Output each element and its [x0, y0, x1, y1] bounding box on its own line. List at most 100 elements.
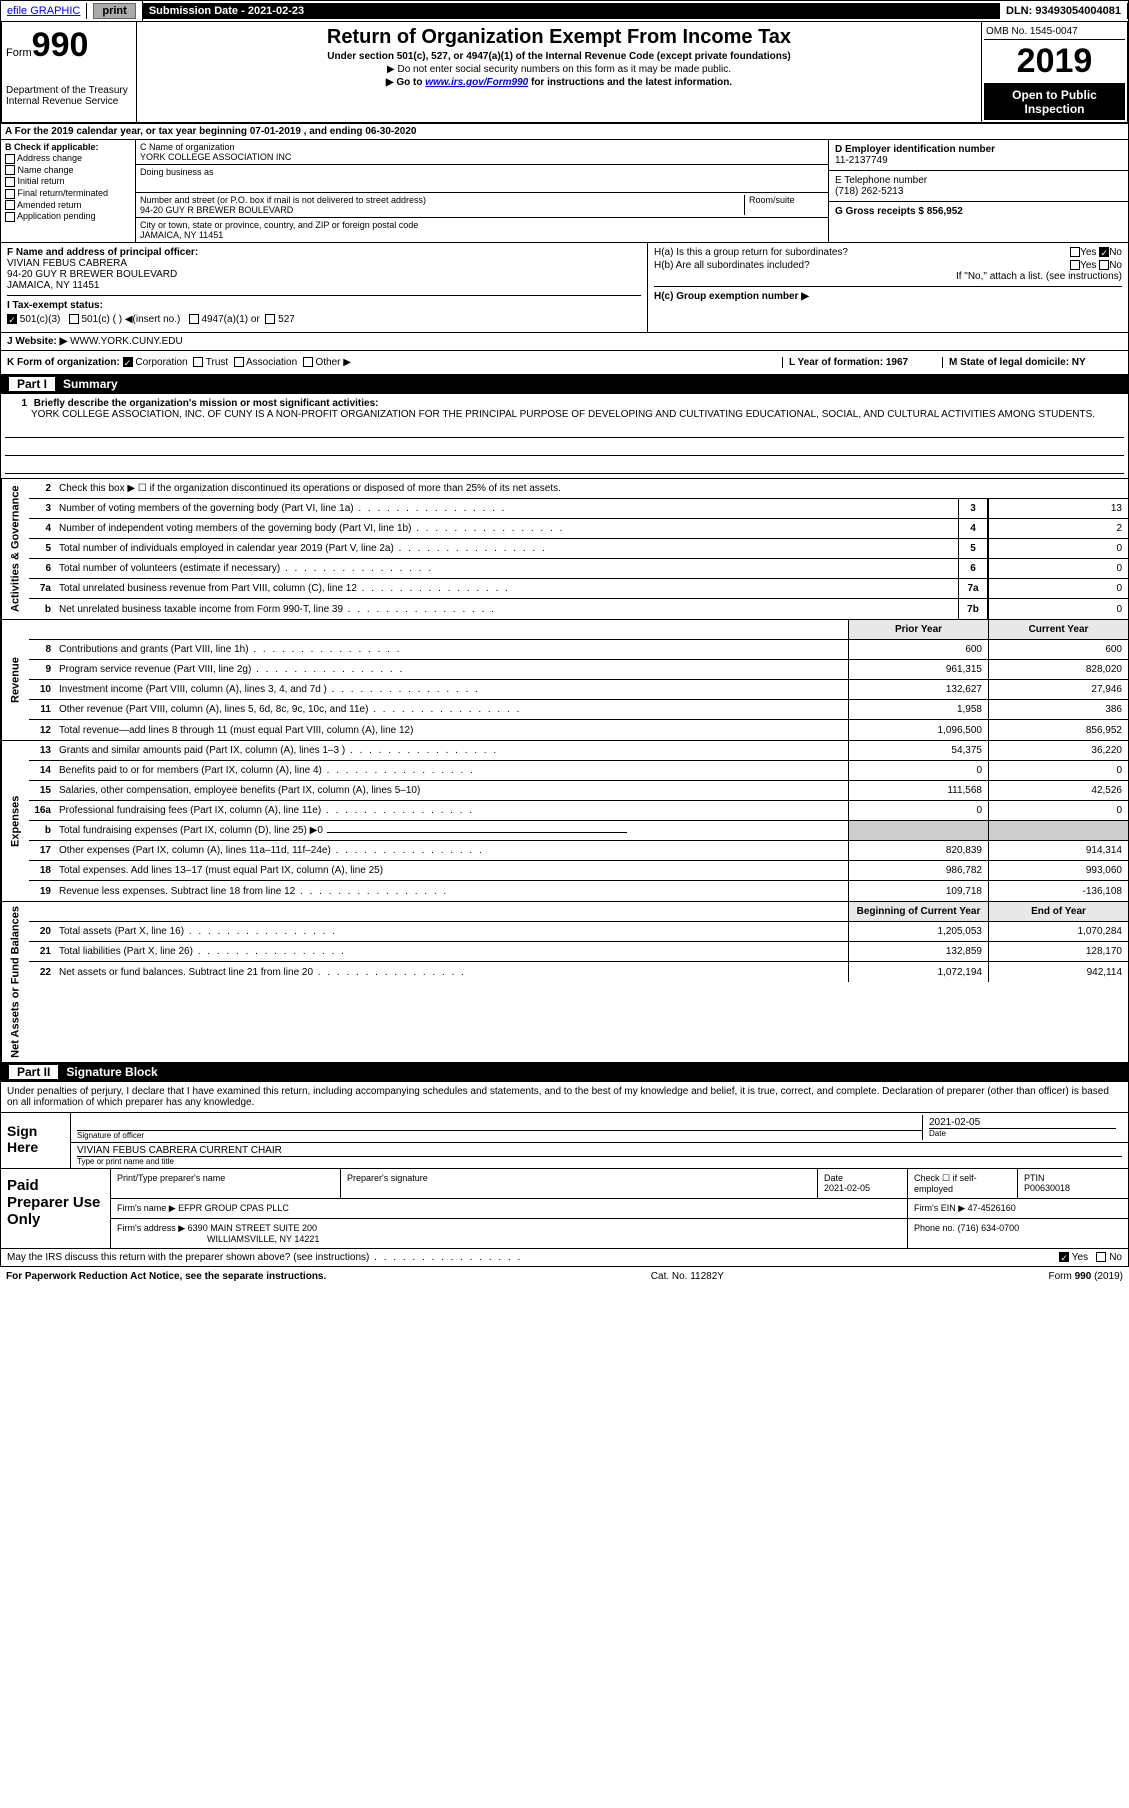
hdr-current: Current Year — [988, 620, 1128, 639]
hdr-begin: Beginning of Current Year — [848, 902, 988, 921]
line-17: Other expenses (Part IX, column (A), lin… — [55, 843, 848, 858]
chk-trust[interactable] — [193, 357, 203, 367]
footer-right: Form 990 (2019) — [1049, 1271, 1123, 1282]
chk-ha-no[interactable]: ✓ — [1099, 247, 1109, 257]
city-state-zip: JAMAICA, NY 11451 — [140, 230, 824, 240]
v5: 0 — [988, 539, 1128, 558]
chk-hb-yes[interactable] — [1070, 260, 1080, 270]
print-button-cell: print — [87, 1, 142, 21]
line-a-tax-year: A For the 2019 calendar year, or tax yea… — [0, 124, 1129, 140]
line-8: Contributions and grants (Part VIII, lin… — [55, 642, 848, 657]
hc-label: H(c) Group exemption number ▶ — [654, 286, 1122, 302]
identification-grid: B Check if applicable: Address change Na… — [0, 140, 1129, 243]
chk-hb-no[interactable] — [1099, 260, 1109, 270]
penalty-text: Under penalties of perjury, I declare th… — [0, 1082, 1129, 1113]
officer-name-title: VIVIAN FEBUS CABRERA CURRENT CHAIR — [77, 1145, 1122, 1156]
line-18: Total expenses. Add lines 13–17 (must eq… — [55, 863, 848, 878]
line-3: Number of voting members of the governin… — [55, 501, 958, 516]
form-label: Form — [6, 47, 32, 59]
header-right: OMB No. 1545-0047 2019 Open to Public In… — [982, 22, 1127, 122]
website-value: WWW.YORK.CUNY.EDU — [70, 336, 183, 347]
officer-addr1: 94-20 GUY R BREWER BOULEVARD — [7, 269, 641, 280]
expenses-section: Expenses 13Grants and similar amounts pa… — [0, 741, 1129, 902]
section-h: H(a) Is this a group return for subordin… — [648, 243, 1128, 332]
klm-line: K Form of organization: ✓ Corporation Tr… — [0, 351, 1129, 375]
prep-check-se[interactable]: Check ☐ if self-employed — [908, 1169, 1018, 1198]
efile-link[interactable]: efile GRAPHIC — [1, 3, 87, 19]
line-10: Investment income (Part VIII, column (A)… — [55, 682, 848, 697]
dln: DLN: 93493054004081 — [1000, 3, 1128, 19]
discuss-line: May the IRS discuss this return with the… — [0, 1249, 1129, 1267]
ein-value: 11-2137749 — [835, 155, 1122, 166]
chk-4947[interactable] — [189, 314, 199, 324]
side-label-rev: Revenue — [1, 620, 29, 740]
chk-527[interactable] — [265, 314, 275, 324]
part-2-num: Part II — [9, 1065, 58, 1079]
chk-501c[interactable] — [69, 314, 79, 324]
chk-assoc[interactable] — [234, 357, 244, 367]
firm-addr: Firm's address ▶ 6390 MAIN STREET SUITE … — [111, 1219, 908, 1248]
line-9: Program service revenue (Part VIII, line… — [55, 662, 848, 677]
sign-here-block: Sign Here Signature of officer 2021-02-0… — [0, 1113, 1129, 1169]
chk-initial-return[interactable]: Initial return — [5, 176, 131, 187]
chk-ha-yes[interactable] — [1070, 247, 1080, 257]
ha-label: H(a) Is this a group return for subordin… — [654, 247, 848, 258]
open-public-badge: Open to Public Inspection — [984, 84, 1125, 120]
chk-name-change[interactable]: Name change — [5, 165, 131, 176]
city-label: City or town, state or province, country… — [140, 220, 824, 230]
chk-501c3[interactable]: ✓ — [7, 314, 17, 324]
chk-discuss-yes[interactable]: ✓ — [1059, 1252, 1069, 1262]
website-label: J Website: ▶ — [7, 336, 67, 347]
line-7a: Total unrelated business revenue from Pa… — [55, 581, 958, 596]
section-f-i: F Name and address of principal officer:… — [1, 243, 648, 332]
chk-final-return[interactable]: Final return/terminated — [5, 188, 131, 199]
line-1-mission: 1 Briefly describe the organization's mi… — [0, 394, 1129, 479]
fhij-block: F Name and address of principal officer:… — [0, 243, 1129, 333]
line-22: Net assets or fund balances. Subtract li… — [55, 965, 848, 980]
line-11: Other revenue (Part VIII, column (A), li… — [55, 702, 848, 717]
dept-treasury: Department of the Treasury Internal Reve… — [6, 85, 132, 107]
chk-discuss-no[interactable] — [1096, 1252, 1106, 1262]
paid-preparer-block: Paid Preparer Use Only Print/Type prepar… — [0, 1169, 1129, 1249]
chk-other[interactable] — [303, 357, 313, 367]
hdr-end: End of Year — [988, 902, 1128, 921]
part-1-num: Part I — [9, 377, 55, 391]
shaded-16b-c — [988, 821, 1128, 840]
line-16a: Professional fundraising fees (Part IX, … — [55, 803, 848, 818]
print-button[interactable]: print — [93, 3, 135, 19]
chk-corp[interactable]: ✓ — [123, 357, 133, 367]
footer-mid: Cat. No. 11282Y — [651, 1271, 724, 1282]
firm-phone: Phone no. (716) 634-0700 — [908, 1219, 1128, 1248]
v6: 0 — [988, 559, 1128, 578]
room-suite-label: Room/suite — [744, 195, 824, 215]
phone-label: E Telephone number — [835, 175, 1122, 186]
line-2: Check this box ▶ ☐ if the organization d… — [55, 481, 1128, 496]
chk-app-pending[interactable]: Application pending — [5, 211, 131, 222]
activities-governance: Activities & Governance 2Check this box … — [0, 479, 1129, 620]
form-subtitle: Under section 501(c), 527, or 4947(a)(1)… — [141, 51, 977, 62]
chk-address-change[interactable]: Address change — [5, 153, 131, 164]
line-5: Total number of individuals employed in … — [55, 541, 958, 556]
line-4: Number of independent voting members of … — [55, 521, 958, 536]
hb-label: H(b) Are all subordinates included? — [654, 260, 810, 271]
irs-link[interactable]: www.irs.gov/Form990 — [425, 77, 528, 88]
v7a: 0 — [988, 579, 1128, 598]
net-assets-section: Net Assets or Fund Balances Beginning of… — [0, 902, 1129, 1063]
prep-name-hdr: Print/Type preparer's name — [111, 1169, 341, 1198]
section-d: D Employer identification number 11-2137… — [829, 140, 1128, 171]
hb-note: If "No," attach a list. (see instruction… — [654, 271, 1122, 282]
line-20: Total assets (Part X, line 16) — [55, 924, 848, 939]
paid-preparer-label: Paid Preparer Use Only — [1, 1169, 111, 1248]
phone-value: (718) 262-5213 — [835, 186, 1122, 197]
tax-year: 2019 — [984, 40, 1125, 84]
line-7b: Net unrelated business taxable income fr… — [55, 602, 958, 617]
revenue-section: Revenue Prior YearCurrent Year 8Contribu… — [0, 620, 1129, 741]
side-label-na: Net Assets or Fund Balances — [1, 902, 29, 1062]
prep-ptin: PTINP00630018 — [1018, 1169, 1128, 1198]
firm-name: Firm's name ▶ EFPR GROUP CPAS PLLC — [111, 1199, 908, 1218]
footer-left: For Paperwork Reduction Act Notice, see … — [6, 1271, 326, 1282]
prep-sig-hdr: Preparer's signature — [341, 1169, 818, 1198]
section-j: J Website: ▶ WWW.YORK.CUNY.EDU — [0, 333, 1129, 351]
org-name-label: C Name of organization — [140, 142, 824, 152]
chk-amended[interactable]: Amended return — [5, 200, 131, 211]
